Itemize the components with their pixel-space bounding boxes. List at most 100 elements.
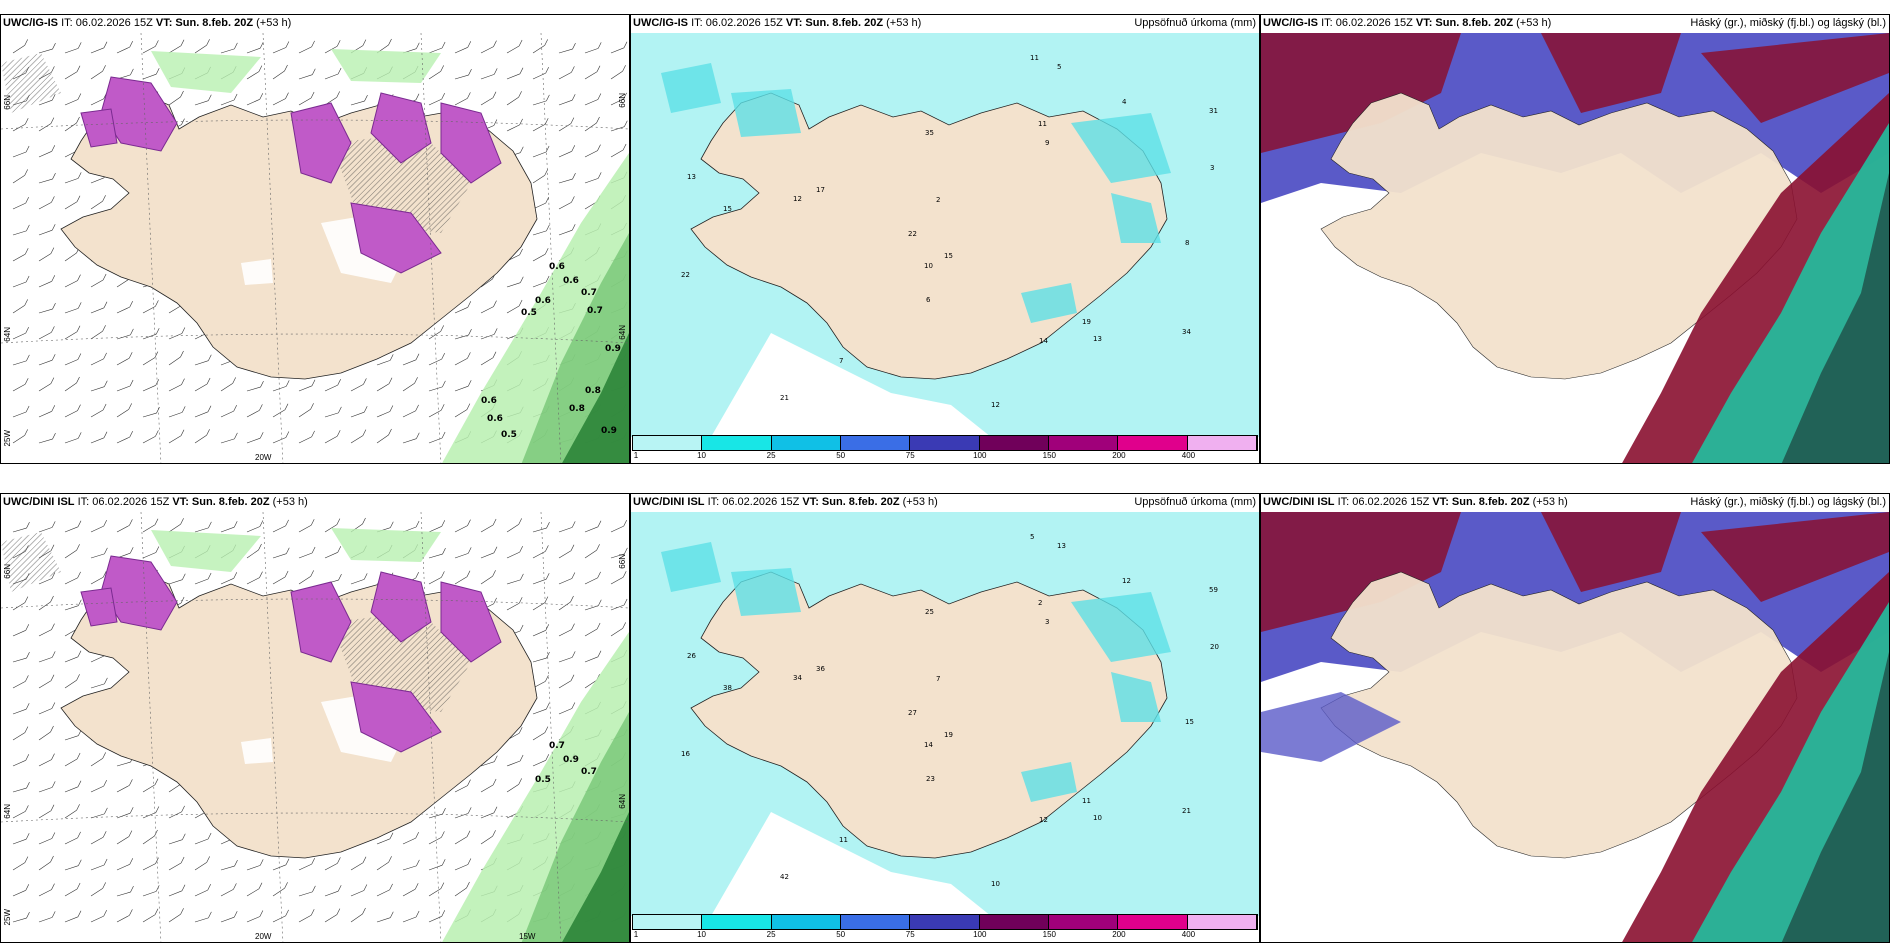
colorbar-label: 400 [1181,930,1196,939]
value-label: 0.7 [587,306,603,316]
value-label: 0.6 [535,296,551,306]
low-cloud-area [1781,652,1889,942]
precip-value: 3 [1045,618,1049,626]
colorbar-swatch [633,915,703,929]
precip-value: 12 [991,401,1000,409]
precip-area [731,568,801,616]
rain-area [331,528,441,562]
snow-area [80,108,118,148]
precip-value: 42 [780,873,789,881]
precip-value: 10 [1093,814,1102,822]
value-labels: 0.60.60.70.60.5 0.70.90.80.80.90.60.60.5 [481,262,621,440]
high-cloud-area [1541,512,1681,592]
panel-cloud-dini: UWC/DINI ISL IT: 06.02.2026 15Z VT: Sun.… [1260,493,1890,943]
precip-value: 8 [1185,239,1189,247]
precip-map: 15 11 12 23 34 42 26 19 16 27 25 21 59 36 38 20 13 14 10 2 3… [631,512,1259,916]
colorbar-label: 10 [697,451,706,460]
precip-area [1071,113,1171,183]
panel-variable-title: Uppsöfnuð úrkoma (mm) [1134,496,1256,508]
precip-value: 21 [1182,807,1191,815]
precip-value: 16 [681,750,690,758]
white-area [241,738,273,764]
lat-label: 64N [3,804,12,819]
lon-label: 20W [255,932,272,941]
snow-area [290,102,352,184]
heavy-rain-area [562,812,629,942]
precip-value: 2 [1038,599,1042,607]
precip-value: 34 [1182,328,1191,336]
snow-area [350,202,442,274]
high-cloud-area [1541,33,1681,113]
precip-value: 36 [816,665,825,673]
precip-value: 11 [1038,120,1047,128]
colorbar-swatch [910,436,980,450]
colorbar-label: 75 [905,930,915,939]
precip-colorbar: 1 10 25 50 75 100 150 200 400 [632,914,1258,942]
weather-map: 0.7 0.9 0.7 0.5 [1,512,629,942]
panel-title: UWC/DINI ISL IT: 06.02.2026 15Z VT: Sun.… [633,496,938,508]
colorbar-swatch [840,436,911,450]
precip-value: 5 [1030,533,1034,541]
precip-value: 15 [723,205,732,213]
value-label: 0.8 [585,386,601,396]
panel-precip-dini: UWC/DINI ISL IT: 06.02.2026 15Z VT: Sun.… [630,493,1260,943]
panel-title: UWC/DINI ISL IT: 06.02.2026 15Z VT: Sun.… [1263,496,1568,508]
colorbar-swatch [702,915,772,929]
land-iceland [1320,92,1798,380]
precip-value: 35 [925,129,934,137]
colorbar-swatch [771,436,841,450]
precip-value: 25 [925,608,934,616]
hatched-area [1,532,61,592]
panel-wx-dini: UWC/DINI ISL IT: 06.02.2026 15Z VT: Sun.… [0,493,630,943]
value-label: 0.9 [563,755,579,765]
precip-value: 26 [687,652,696,660]
lon-label-corner: 25W [3,430,12,447]
precip-value: 13 [1093,335,1102,343]
panel-title: UWC/IG-IS IT: 06.02.2026 15Z VT: Sun. 8.… [3,17,292,29]
lon-label: 20W [255,453,272,462]
snow-area [440,581,502,663]
colorbar-swatch [1118,915,1188,929]
panel-wx-igis: UWC/IG-IS IT: 06.02.2026 15Z VT: Sun. 8.… [0,14,630,464]
colorbar-swatch [1187,436,1257,450]
panel-title: UWC/DINI ISL IT: 06.02.2026 15Z VT: Sun.… [3,496,308,508]
snow-area [440,102,502,184]
precip-value: 2 [936,196,940,204]
panel-variable-title: Háský (gr.), miðský (fj.bl.) og lágský (… [1690,17,1886,29]
value-label: 0.7 [549,741,565,751]
precip-value: 3 [1210,164,1214,172]
high-cloud-area [1701,33,1889,123]
value-label: 0.6 [563,276,579,286]
precip-value: 14 [1039,337,1048,345]
precip-value: 14 [924,741,933,749]
snow-area [350,681,442,753]
precip-value: 22 [908,230,917,238]
snow-area [370,571,432,643]
precip-value: 31 [1209,107,1218,115]
lat-label: 66N [3,564,12,579]
precip-area [1111,672,1161,722]
rain-area [331,49,441,83]
precip-value: 6 [926,296,931,304]
precip-value: 19 [1082,318,1091,326]
precip-area [661,63,721,113]
high-cloud-area [1261,512,1461,632]
precip-area [731,89,801,137]
low-cloud-area [1781,173,1889,463]
lat-label-right: 66N [618,554,627,569]
precip-value: 7 [936,675,940,683]
lat-label-right: 64N [618,325,627,340]
lat-label: 66N [3,95,12,110]
colorbar-label: 1 [633,451,639,460]
colorbar-swatch [702,436,772,450]
precip-area [1021,283,1077,323]
colorbar-swatch [1048,915,1119,929]
colorbar-label: 10 [697,930,706,939]
precip-value: 20 [1210,643,1219,651]
precip-area [661,542,721,592]
panel-variable-title: Uppsöfnuð úrkoma (mm) [1134,17,1256,29]
precip-value: 38 [723,684,732,692]
colorbar-swatch [979,436,1049,450]
colorbar-swatch [1187,915,1257,929]
precip-value: 19 [944,731,953,739]
